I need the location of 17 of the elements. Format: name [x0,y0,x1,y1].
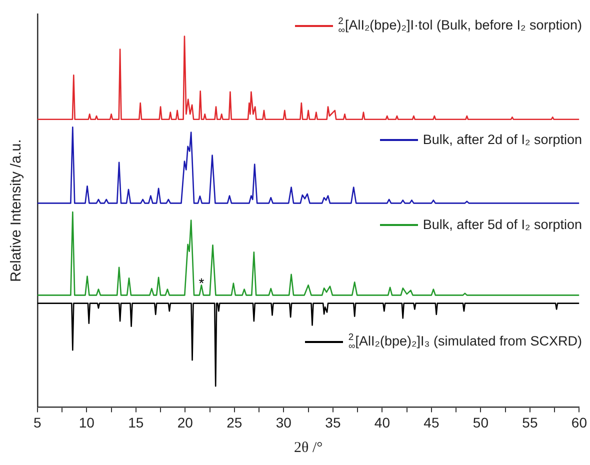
x-tick-label: 45 [424,414,440,430]
annotation: * [198,275,205,292]
x-axis-title: 2θ /° [294,440,323,456]
x-tick-label: 10 [78,414,95,430]
legend-label: Bulk, after 2d of I₂ sorption [422,132,582,147]
x-tick-label: 25 [226,414,242,430]
x-tick-label: 5 [34,414,42,430]
x-tick-label: 40 [374,414,390,430]
x-tick-label: 15 [128,414,144,430]
x-tick-label: 20 [177,414,194,430]
x-tick-label: 60 [571,414,588,430]
x-tick-label: 35 [325,414,341,430]
legend-label: Bulk, after 5d of I₂ sorption [422,217,582,232]
x-tick-label: 30 [276,414,292,430]
y-axis-title: Relative Intensity /a.u. [8,139,25,282]
x-tick-label: 55 [522,414,538,430]
x-tick-label: 50 [472,414,489,430]
